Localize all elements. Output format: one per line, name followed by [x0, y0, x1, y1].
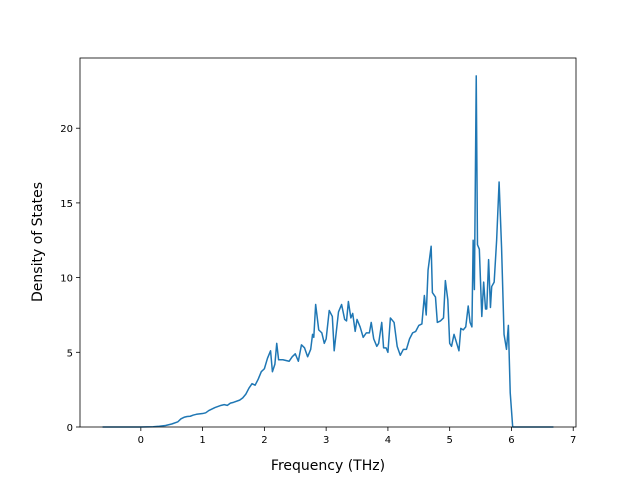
x-tick-label: 7: [570, 435, 576, 446]
x-tick-label: 3: [323, 435, 329, 446]
x-tick-label: 0: [138, 435, 144, 446]
x-tick-label: 2: [261, 435, 267, 446]
plot-frame: [79, 57, 577, 428]
x-tick-label: 1: [199, 435, 205, 446]
x-axis-label: Frequency (THz): [271, 458, 385, 474]
y-tick-label: 0: [67, 423, 73, 434]
y-axis-label: Density of States: [30, 182, 46, 302]
y-tick-label: 5: [67, 348, 73, 359]
x-tick-label: 5: [446, 435, 452, 446]
y-tick-label: 10: [60, 274, 73, 285]
series-line: [102, 75, 554, 428]
x-tick-label: 6: [508, 435, 514, 446]
x-tick-label: 4: [385, 435, 391, 446]
y-tick-label: 15: [60, 199, 73, 210]
y-tick-label: 20: [60, 124, 73, 135]
